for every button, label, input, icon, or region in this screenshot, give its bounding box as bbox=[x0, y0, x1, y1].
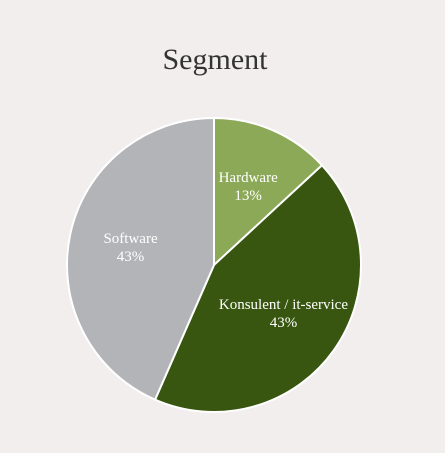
category-label: Konsulent / it-service bbox=[218, 297, 348, 314]
slice-label: Konsulent / it-service 43% bbox=[218, 296, 348, 332]
value-label: 43% bbox=[116, 248, 145, 265]
pie-slice bbox=[66, 116, 215, 401]
category-label: Software bbox=[103, 230, 158, 247]
value-label: 43% bbox=[269, 315, 298, 332]
pie-slice bbox=[213, 116, 324, 268]
category-label: Hardware bbox=[218, 169, 278, 186]
value-label: 13% bbox=[234, 187, 262, 204]
chart-title: Segment bbox=[163, 43, 269, 76]
slice-label: Hardware 13% bbox=[183, 169, 313, 205]
pie-slice bbox=[153, 163, 362, 413]
slice-label: Software 43% bbox=[66, 230, 196, 266]
